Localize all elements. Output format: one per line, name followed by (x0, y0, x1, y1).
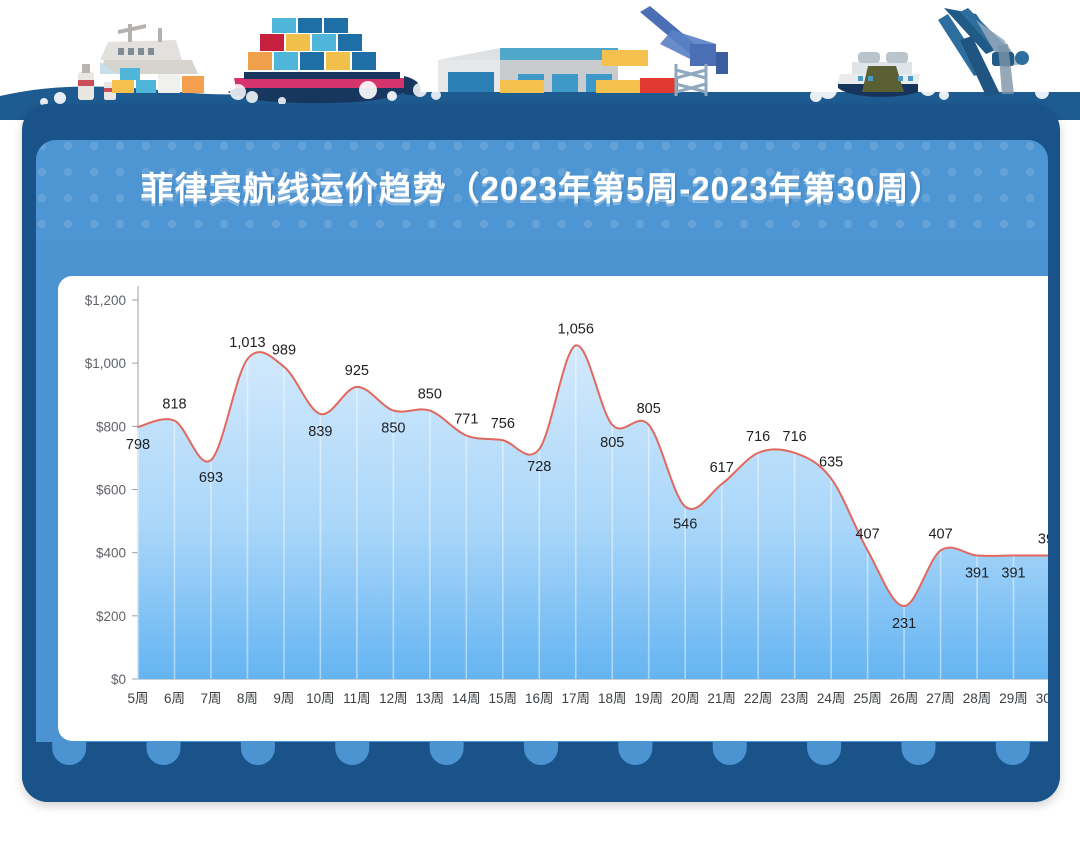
water-foam-right (810, 80, 1049, 102)
x-tick-label: 9周 (273, 691, 294, 706)
data-label: 925 (345, 363, 369, 379)
data-label: 635 (819, 454, 843, 470)
data-label: 805 (637, 401, 661, 417)
port-crane (640, 6, 728, 96)
x-tick-label: 12周 (379, 691, 408, 706)
x-tick-label: 17周 (561, 691, 590, 706)
x-tick-label: 28周 (963, 691, 992, 706)
y-tick-label: $200 (96, 609, 126, 624)
ferry-icon (100, 24, 198, 74)
scallop-notch (146, 742, 181, 765)
x-tick-label: 19周 (634, 691, 663, 706)
scallop-notch (995, 742, 1030, 765)
x-tick-label: 7周 (200, 691, 221, 706)
scallop-notch (52, 742, 87, 765)
y-tick-label: $1,000 (85, 356, 126, 371)
scallop-notch (429, 742, 464, 765)
x-tick-label: 25周 (853, 691, 882, 706)
data-label: 546 (673, 517, 697, 533)
data-label: 617 (710, 460, 734, 476)
y-tick-label: $600 (96, 483, 126, 498)
data-label: 391 (1001, 566, 1025, 582)
x-tick-label: 24周 (817, 691, 846, 706)
data-label: 989 (272, 343, 296, 359)
data-label: 850 (381, 421, 405, 437)
data-label: 693 (199, 470, 223, 486)
scalloped-bottom-strip (22, 742, 1060, 802)
data-label: 716 (783, 429, 807, 445)
header-illustration (0, 0, 1080, 120)
y-tick-label: $800 (96, 419, 126, 434)
x-tick-label: 14周 (452, 691, 481, 706)
x-tick-label: 16周 (525, 691, 554, 706)
scallop-notch (807, 742, 842, 765)
scallop-notch (901, 742, 936, 765)
area-fill (138, 345, 1048, 679)
data-label: 1,056 (558, 321, 594, 337)
data-label: 391 (1038, 532, 1048, 548)
data-label: 716 (746, 429, 770, 445)
data-label: 407 (855, 526, 879, 542)
x-tick-label: 22周 (744, 691, 773, 706)
scallop-notch (618, 742, 653, 765)
x-tick-label: 6周 (164, 691, 185, 706)
y-tick-label: $400 (96, 546, 126, 561)
page-title: 菲律宾航线运价趋势（2023年第5周-2023年第30周） (140, 170, 944, 207)
data-label: 231 (892, 616, 916, 632)
data-label: 771 (454, 411, 478, 427)
water-foam-mid (40, 81, 397, 106)
x-tick-label: 11周 (343, 691, 371, 706)
scallop-notch (712, 742, 747, 765)
x-tick-label: 5周 (127, 691, 148, 706)
x-tick-label: 20周 (671, 691, 700, 706)
x-tick-label: 10周 (306, 691, 335, 706)
data-label: 728 (527, 459, 551, 475)
title-band (36, 140, 1048, 240)
x-tick-label: 26周 (890, 691, 919, 706)
data-label: 839 (308, 424, 332, 440)
x-tick-label: 30周 (1036, 691, 1048, 706)
data-label: 756 (491, 416, 515, 432)
chart-area: $0 $200 $400 $600 $800 $1,000 $1,200 798 818 693 1… (58, 276, 1048, 741)
x-tick-label: 27周 (926, 691, 955, 706)
data-label: 798 (126, 437, 150, 453)
chart-plot: $0 $200 $400 $600 $800 $1,000 $1,200 798 818 693 1… (58, 276, 1048, 741)
warehouse (438, 48, 618, 92)
x-tick-label: 13周 (416, 691, 445, 706)
chart-panel-container: 菲律宾航线运价趋势（2023年第5周-2023年第30周） $0 $200 $400… (36, 140, 1048, 790)
x-tick-label: 8周 (237, 691, 258, 706)
scallop-notch (335, 742, 370, 765)
x-tick-label: 21周 (707, 691, 736, 706)
y-tick-label: $0 (111, 672, 126, 687)
data-label: 818 (162, 397, 186, 413)
container-ship (228, 18, 421, 104)
data-label: 407 (928, 526, 952, 542)
scallop-notch (240, 742, 275, 765)
data-label: 391 (965, 566, 989, 582)
value-line (137, 344, 1048, 608)
x-tick-label: 18周 (598, 691, 627, 706)
water-foam (230, 83, 441, 105)
cruise-ship (838, 52, 920, 97)
x-tick-label: 15周 (489, 691, 518, 706)
dock-containers (112, 68, 204, 93)
scallop-notch (524, 742, 558, 765)
x-tick-label: 29周 (999, 691, 1028, 706)
data-label: 850 (418, 387, 442, 403)
dock-containers-2 (500, 50, 678, 93)
y-tick-label: $1,200 (85, 293, 126, 308)
gantry-crane (938, 8, 1029, 96)
data-label: 1,013 (229, 335, 265, 351)
x-tick-label: 23周 (780, 691, 809, 706)
data-label: 805 (600, 435, 624, 451)
